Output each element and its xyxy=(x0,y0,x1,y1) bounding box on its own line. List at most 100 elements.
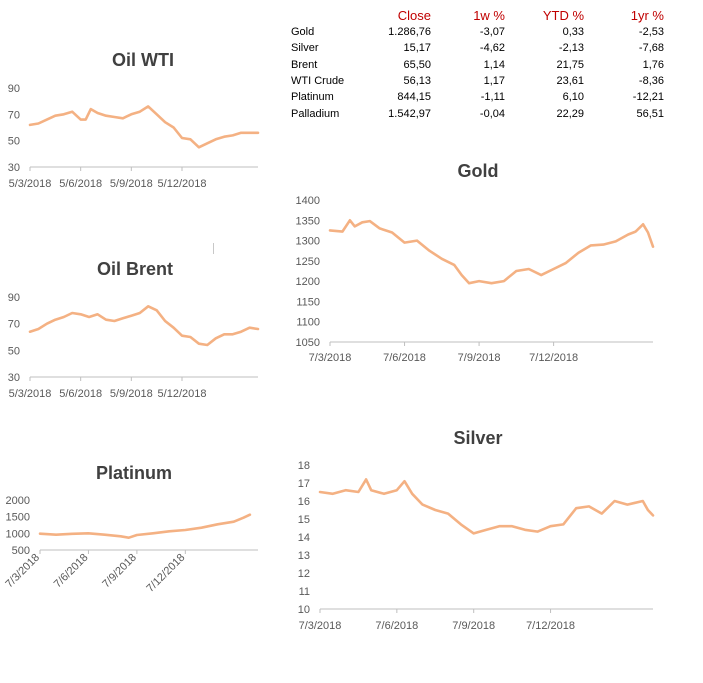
row-1w: -0,04 xyxy=(479,107,505,120)
oil-brent-x-tick-label: 5/12/2018 xyxy=(158,388,207,400)
row-ytd: 0,33 xyxy=(562,26,584,39)
silver-y-tick-label: 17 xyxy=(298,478,310,490)
gold-x-tick-label: 7/3/2018 xyxy=(309,352,352,364)
silver-x-tick-label: 7/3/2018 xyxy=(299,620,342,632)
row-close: 1.286,76 xyxy=(388,26,431,39)
row-1yr: 56,51 xyxy=(636,107,664,120)
silver-series-line xyxy=(318,478,655,535)
row-name: Palladium xyxy=(291,107,340,120)
oil-wti-title: Oil WTI xyxy=(112,50,174,70)
silver-y-tick-label: 15 xyxy=(298,514,310,526)
gold-series-line xyxy=(328,219,655,285)
row-1yr: -7,68 xyxy=(638,42,664,55)
oil-wti-y-tick-label: 90 xyxy=(8,83,20,95)
oil-wti-y-tick-label: 30 xyxy=(8,162,20,174)
silver-x-tick-label: 7/6/2018 xyxy=(375,620,418,632)
gold-y-tick-label: 1350 xyxy=(296,215,320,227)
header-close: Close xyxy=(397,7,431,23)
oil-wti-x-tick-label: 5/3/2018 xyxy=(9,178,52,190)
row-1w: -3,07 xyxy=(479,26,505,39)
oil-wti-x-tick-label: 5/12/2018 xyxy=(158,178,207,190)
row-close: 56,13 xyxy=(403,75,431,88)
silver-x-tick-label: 7/9/2018 xyxy=(452,620,495,632)
oil-brent-y-tick-label: 90 xyxy=(8,292,20,304)
gold-y-tick-label: 1400 xyxy=(296,195,320,207)
table-row: WTI Crude 56,13 1,17 23,61 -8,36 xyxy=(291,73,664,89)
gold-y-tick-label: 1250 xyxy=(296,256,320,268)
table-row: Brent 65,50 1,14 21,75 1,76 xyxy=(291,57,664,73)
silver-y-tick-label: 18 xyxy=(298,460,310,472)
oil-brent-x-tick-label: 5/6/2018 xyxy=(59,388,102,400)
silver-y-tick-label: 11 xyxy=(299,586,310,598)
row-1yr: -12,21 xyxy=(632,91,664,104)
row-ytd: 22,29 xyxy=(556,107,584,120)
row-close: 844,15 xyxy=(397,91,431,104)
gold-y-tick-label: 1150 xyxy=(296,296,320,308)
oil-brent-y-tick-label: 70 xyxy=(8,319,20,331)
table-row: Palladium 1.542,97 -0,04 22,29 56,51 xyxy=(291,105,664,121)
oil-brent-x-tick-label: 5/9/2018 xyxy=(110,388,153,400)
row-ytd: -2,13 xyxy=(558,42,584,55)
silver-y-tick-label: 12 xyxy=(298,568,310,580)
platinum-y-tick-label: 500 xyxy=(12,545,30,557)
row-name: Platinum xyxy=(291,91,334,104)
platinum-series-line xyxy=(38,513,252,540)
oil-wti-x-tick-label: 5/9/2018 xyxy=(110,178,153,190)
row-close: 65,50 xyxy=(403,58,431,71)
header-1yr: 1yr % xyxy=(630,7,664,23)
gold-x-tick-label: 7/12/2018 xyxy=(529,352,578,364)
row-ytd: 21,75 xyxy=(556,58,584,71)
gold-y-tick-label: 1050 xyxy=(296,337,320,349)
row-ytd: 6,10 xyxy=(562,91,584,104)
row-1w: 1,14 xyxy=(483,58,505,71)
silver-y-tick-label: 16 xyxy=(298,496,310,508)
row-name: Gold xyxy=(291,26,315,39)
oil-brent-series-line xyxy=(28,304,260,347)
oil-brent-y-tick-label: 30 xyxy=(8,372,20,384)
silver-y-tick-label: 13 xyxy=(298,550,310,562)
table-row: Platinum 844,15 -1,11 6,10 -12,21 xyxy=(291,89,664,105)
row-name: WTI Crude xyxy=(291,75,345,88)
platinum-x-tick-label: 7/3/2018 xyxy=(3,552,42,591)
oil-wti-y-tick-label: 70 xyxy=(8,109,20,121)
quotes-table: Close 1w % YTD % 1yr % Gold 1.286,76 -3,… xyxy=(291,6,664,122)
platinum-y-tick-label: 1500 xyxy=(6,512,30,524)
header-ytd: YTD % xyxy=(542,7,584,23)
gold-y-tick-label: 1300 xyxy=(296,236,320,248)
oil-brent-x-tick-label: 5/3/2018 xyxy=(9,388,52,400)
row-name: Brent xyxy=(291,58,318,71)
table-row: Gold 1.286,76 -3,07 0,33 -2,53 xyxy=(291,24,664,40)
header-1w: 1w % xyxy=(473,7,505,23)
silver-y-tick-label: 14 xyxy=(298,532,310,544)
oil-brent-title: Oil Brent xyxy=(97,259,173,279)
silver-title: Silver xyxy=(453,428,502,448)
oil-brent-y-tick-label: 50 xyxy=(8,345,20,357)
platinum-x-tick-label: 7/6/2018 xyxy=(52,552,91,591)
platinum-title: Platinum xyxy=(96,463,172,483)
platinum-x-tick-label: 7/12/2018 xyxy=(144,552,187,595)
gold-y-tick-label: 1200 xyxy=(296,276,320,288)
row-close: 15,17 xyxy=(403,42,431,55)
silver-y-tick-label: 10 xyxy=(298,604,310,616)
platinum-y-tick-label: 1000 xyxy=(6,528,30,540)
oil-wti-x-tick-label: 5/6/2018 xyxy=(59,178,102,190)
platinum-y-tick-label: 2000 xyxy=(6,495,30,507)
row-ytd: 23,61 xyxy=(556,75,584,88)
row-name: Silver xyxy=(291,42,319,55)
row-1yr: -8,36 xyxy=(638,75,664,88)
text-cursor-icon xyxy=(213,243,214,254)
row-close: 1.542,97 xyxy=(388,107,431,120)
table-row: Silver 15,17 -4,62 -2,13 -7,68 xyxy=(291,40,664,56)
row-1w: 1,17 xyxy=(483,75,505,88)
row-1yr: 1,76 xyxy=(642,58,664,71)
gold-x-tick-label: 7/6/2018 xyxy=(383,352,426,364)
gold-x-tick-label: 7/9/2018 xyxy=(458,352,501,364)
oil-wti-y-tick-label: 50 xyxy=(8,136,20,148)
silver-x-tick-label: 7/12/2018 xyxy=(526,620,575,632)
oil-wti-series-line xyxy=(28,105,260,149)
row-1w: -1,11 xyxy=(480,91,505,104)
gold-title: Gold xyxy=(458,161,499,181)
row-1w: -4,62 xyxy=(479,42,505,55)
platinum-x-tick-label: 7/9/2018 xyxy=(100,552,139,591)
